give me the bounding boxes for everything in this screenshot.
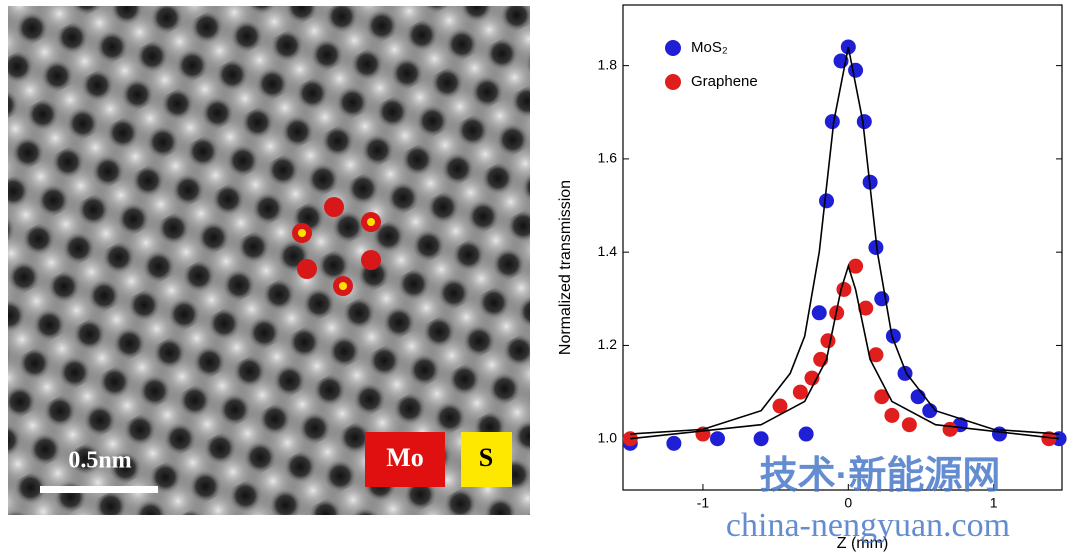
data-point xyxy=(911,389,926,404)
data-point xyxy=(902,417,917,432)
y-tick-label: 1.6 xyxy=(598,150,618,166)
y-tick-label: 1.0 xyxy=(598,429,618,445)
legend-label: Graphene xyxy=(691,73,758,90)
data-point xyxy=(825,114,840,129)
lattice-image xyxy=(8,6,530,515)
data-point xyxy=(848,63,863,78)
data-point xyxy=(820,333,835,348)
s-label: S xyxy=(479,443,493,472)
data-point xyxy=(819,193,834,208)
data-point xyxy=(943,422,958,437)
figure: 0.5nm Mo S 1.01.21.41.61.8-101Normalized… xyxy=(0,0,1069,554)
data-point xyxy=(666,436,681,451)
scale-bar xyxy=(40,486,158,493)
y-tick-label: 1.4 xyxy=(598,243,618,259)
watermark-url: china-nengyuan.com xyxy=(726,507,1010,544)
scale-bar-label: 0.5nm xyxy=(68,448,131,474)
y-tick-label: 1.2 xyxy=(598,336,618,352)
legend-marker xyxy=(665,74,681,90)
data-point xyxy=(754,431,769,446)
legend-label: MoS₂ xyxy=(691,39,728,56)
y-axis-label: Normalized transmission xyxy=(557,180,574,355)
data-point xyxy=(857,114,872,129)
data-point xyxy=(884,408,899,423)
watermark-title: 技术·新能源网 xyxy=(760,455,1001,497)
microscopy-image: 0.5nm Mo S xyxy=(8,6,530,515)
data-point xyxy=(836,282,851,297)
x-tick-label: -1 xyxy=(697,495,710,511)
data-point xyxy=(710,431,725,446)
fit-line xyxy=(630,47,1059,434)
data-point xyxy=(799,427,814,442)
data-point xyxy=(812,305,827,320)
data-point xyxy=(793,385,808,400)
mo-label: Mo xyxy=(386,443,424,472)
y-tick-label: 1.8 xyxy=(598,56,618,72)
legend-marker xyxy=(665,40,681,56)
